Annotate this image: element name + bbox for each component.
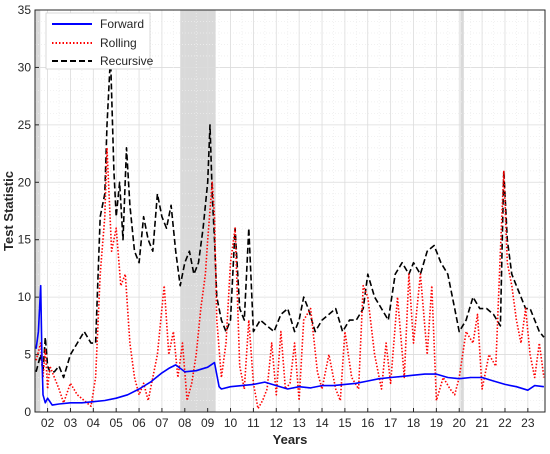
x-tick-label: 12 <box>270 416 284 430</box>
x-tick-label: 07 <box>155 416 169 430</box>
x-axis-ticks: 02 03 04 05 06 07 08 09 10 11 12 13 14 15 16 17 18 19 20 21… <box>41 408 535 430</box>
shaded-period-2 <box>460 10 464 412</box>
x-tick-label: 19 <box>430 416 444 430</box>
y-tick-label: 0 <box>24 405 31 419</box>
legend-label-forward: Forward <box>100 17 144 31</box>
y-tick-label: 25 <box>18 118 32 132</box>
series-line-forward <box>35 284 544 406</box>
y-tick-label: 10 <box>18 290 32 304</box>
x-tick-label: 10 <box>224 416 238 430</box>
x-tick-label: 11 <box>247 416 260 430</box>
shaded-period-1 <box>180 10 216 412</box>
y-tick-label: 35 <box>18 3 32 17</box>
series-lines <box>35 55 545 410</box>
x-tick-label: 21 <box>475 416 489 430</box>
x-tick-label: 23 <box>521 416 535 430</box>
shaded-periods <box>35 10 464 412</box>
legend-label-recursive: Recursive <box>100 54 154 68</box>
y-tick-label: 20 <box>18 175 32 189</box>
x-tick-label: 05 <box>110 416 124 430</box>
y-axis-ticks: 0 5 10 15 20 25 30 35 <box>18 3 39 419</box>
x-tick-label: 09 <box>201 416 215 430</box>
x-tick-label: 14 <box>315 416 329 430</box>
shaded-period-0 <box>35 10 41 412</box>
x-axis-title: Years <box>273 432 308 447</box>
x-tick-label: 18 <box>407 416 421 430</box>
x-tick-label: 06 <box>132 416 146 430</box>
series-line-recursive <box>35 55 545 379</box>
x-tick-label: 08 <box>178 416 192 430</box>
x-tick-label: 02 <box>41 416 55 430</box>
x-tick-label: 17 <box>384 416 398 430</box>
y-axis-title: Test Statistic <box>1 171 16 251</box>
y-tick-label: 15 <box>18 233 32 247</box>
legend: Forward Rolling Recursive <box>45 12 154 70</box>
x-tick-label: 22 <box>498 416 512 430</box>
legend-label-rolling: Rolling <box>100 36 137 50</box>
x-tick-label: 20 <box>453 416 467 430</box>
y-tick-label: 30 <box>18 60 32 74</box>
plot-frame <box>34 9 546 413</box>
x-tick-label: 13 <box>292 416 306 430</box>
x-tick-label: 04 <box>87 416 101 430</box>
y-tick-label: 5 <box>24 348 31 362</box>
x-tick-label: 15 <box>338 416 352 430</box>
x-tick-label: 03 <box>64 416 78 430</box>
legend-box <box>45 12 151 70</box>
x-tick-label: 16 <box>361 416 375 430</box>
